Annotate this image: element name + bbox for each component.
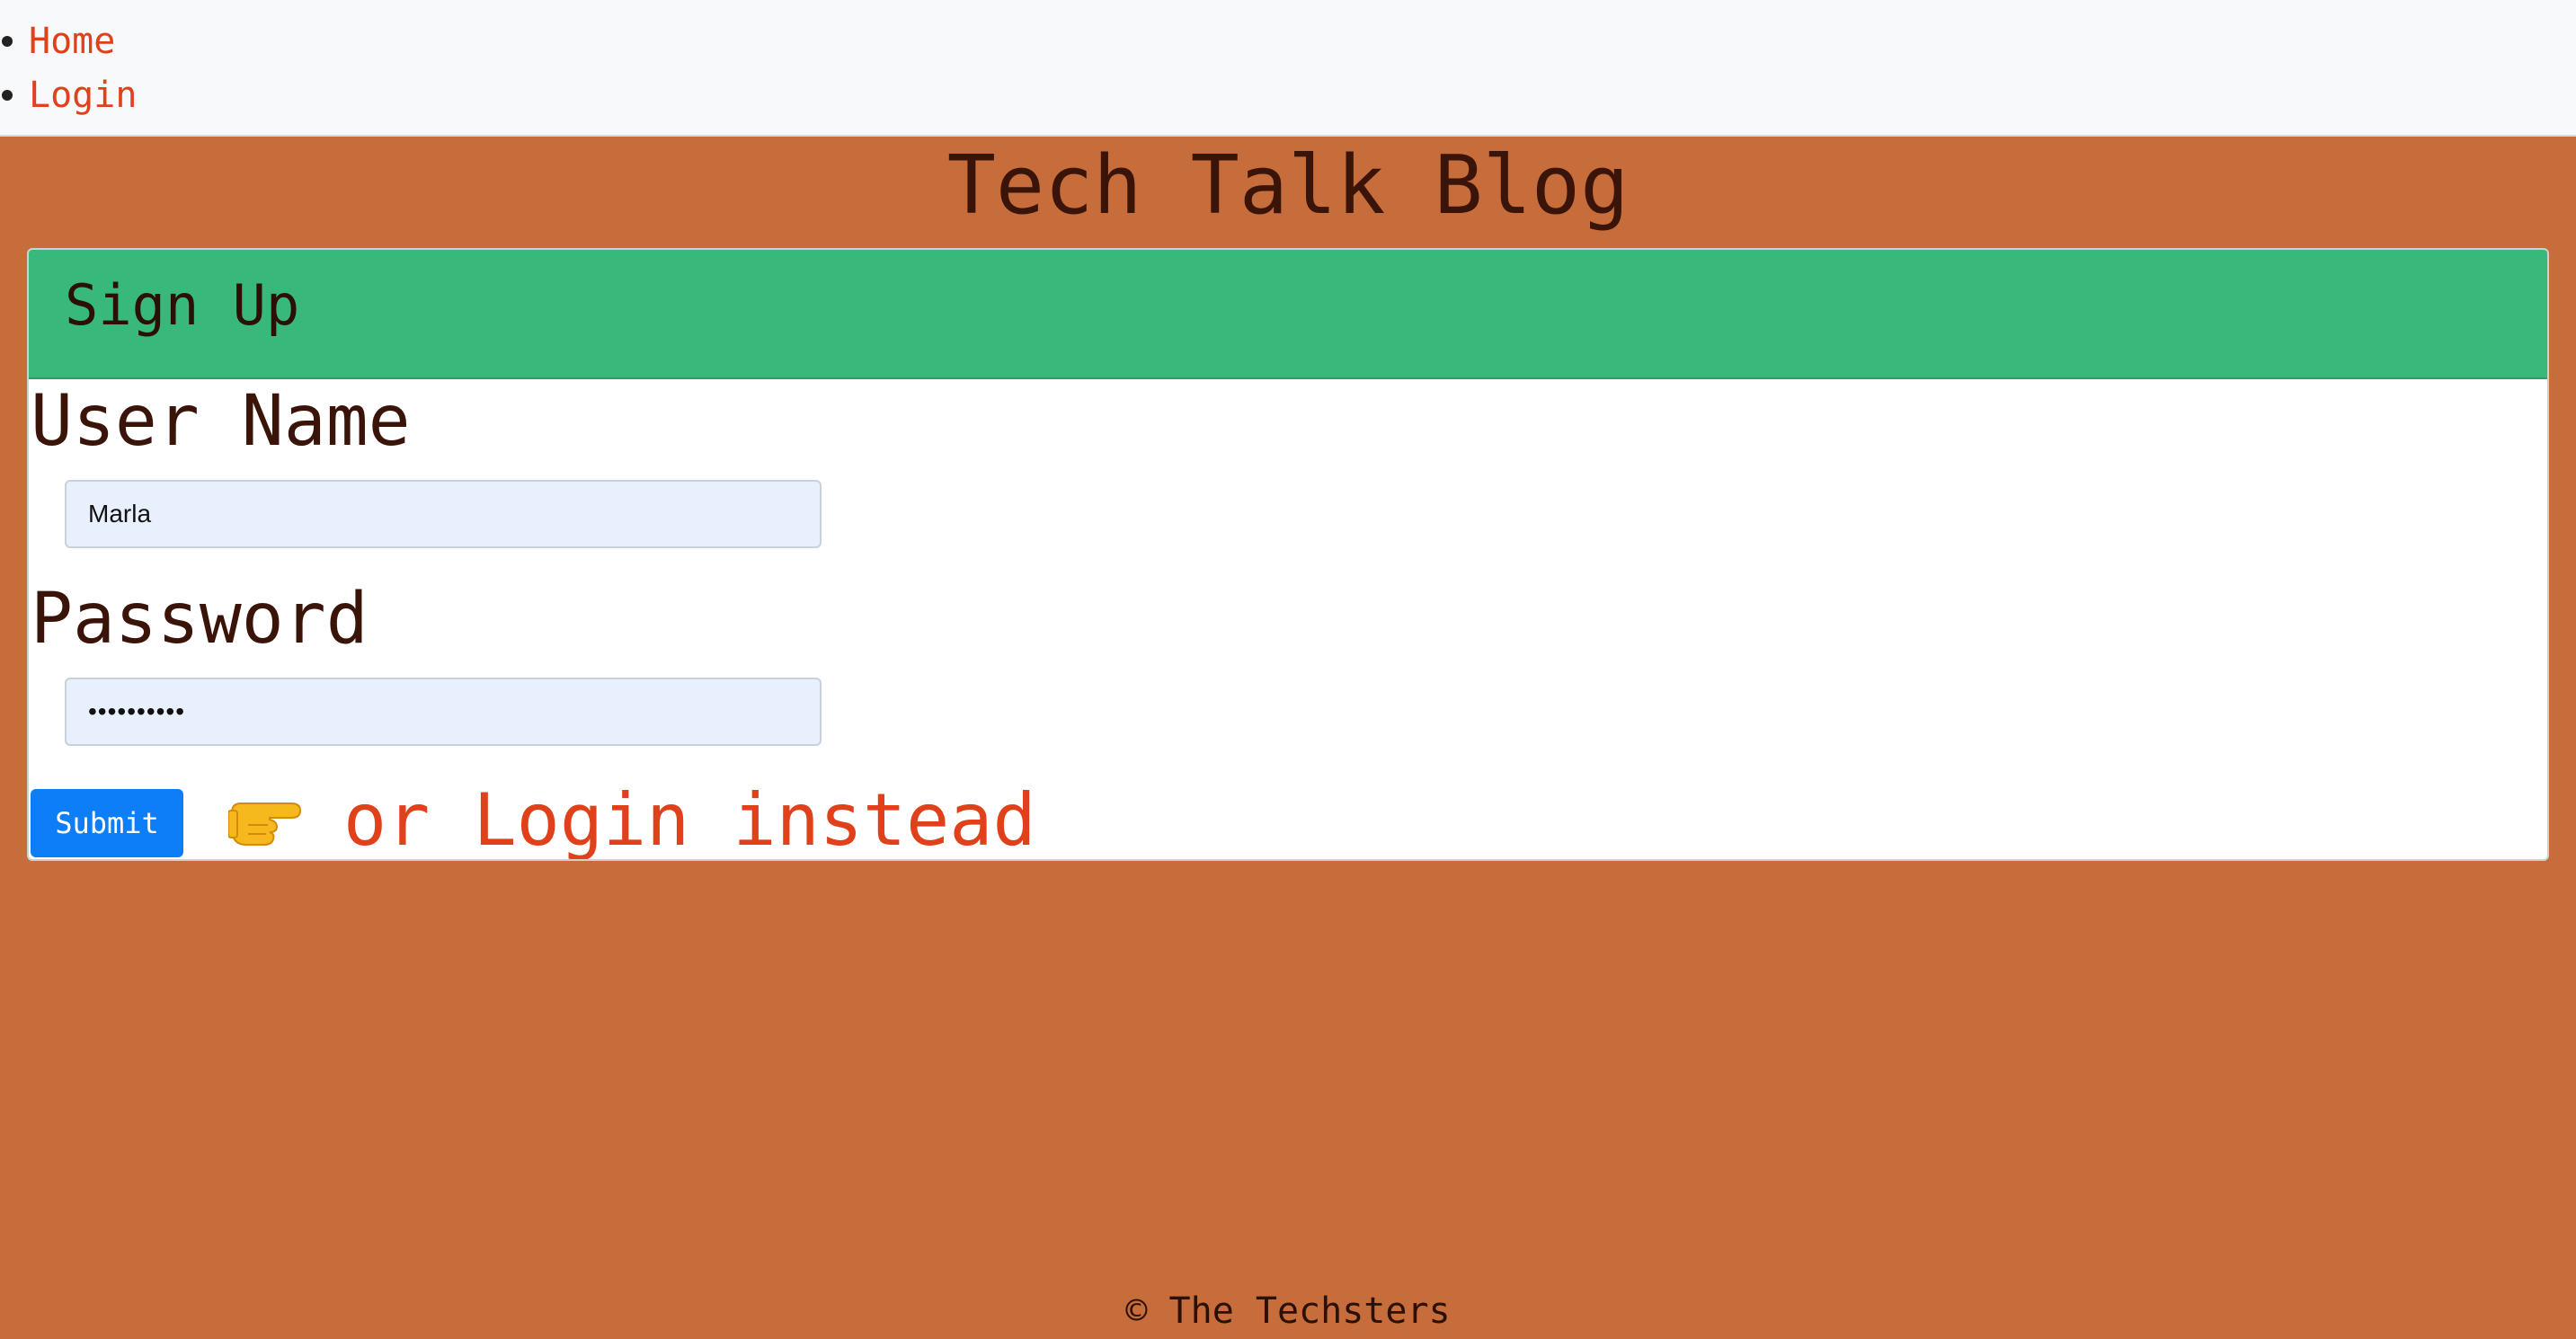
nav-link-login[interactable]: Login [29,75,138,116]
bullet-icon [2,36,13,47]
pointing-right-hand-icon [228,793,304,847]
password-input[interactable] [65,678,822,746]
site-title: Tech Talk Blog [946,138,1630,233]
password-label: Password [31,579,369,660]
signup-card-header: Sign Up [29,250,2547,379]
nav-item-login: Login [0,70,137,120]
alt-login-link[interactable]: or Login instead [343,777,1036,861]
alt-login-row: or Login instead [228,776,1036,861]
footer: © The Techsters [1125,1290,1451,1332]
nav-link-home[interactable]: Home [29,21,116,62]
username-input[interactable] [65,480,822,548]
username-label: User Name [31,381,411,462]
bullet-icon [2,90,13,101]
nav-item-home: Home [0,16,115,67]
submit-button[interactable]: Submit [31,789,183,857]
signup-heading: Sign Up [65,272,300,338]
top-nav: Home Login [0,0,2576,137]
signup-card: Sign Up User Name Password Submit or Log… [27,248,2549,861]
